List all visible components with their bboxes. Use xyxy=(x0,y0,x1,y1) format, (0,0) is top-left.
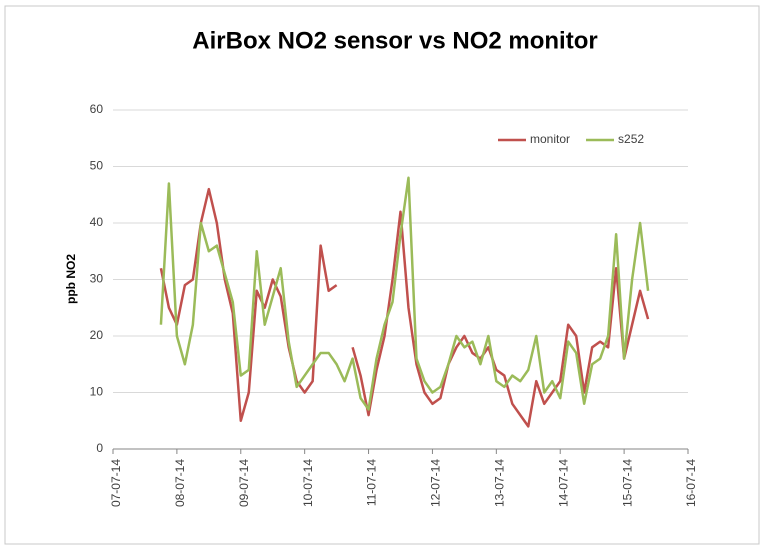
y-tick-label: 10 xyxy=(90,385,104,399)
legend-label: monitor xyxy=(530,132,570,146)
x-tick-label: 15-07-14 xyxy=(620,459,634,507)
x-tick-label: 09-07-14 xyxy=(237,459,251,507)
x-tick-label: 07-07-14 xyxy=(109,459,123,507)
legend-label: s252 xyxy=(618,132,644,146)
data-line xyxy=(159,176,650,411)
x-tick-label: 12-07-14 xyxy=(429,459,443,507)
y-tick-label: 40 xyxy=(90,215,104,229)
y-axis-label: ppb NO2 xyxy=(64,254,78,304)
y-tick-label: 20 xyxy=(90,328,104,342)
x-tick-label: 11-07-14 xyxy=(365,459,379,506)
chart-title: AirBox NO2 sensor vs NO2 monitor xyxy=(192,27,597,54)
x-tick-label: 08-07-14 xyxy=(173,459,187,507)
x-tick-label: 16-07-14 xyxy=(684,459,698,507)
x-tick-label: 14-07-14 xyxy=(556,459,570,507)
y-tick-label: 0 xyxy=(96,441,103,455)
y-tick-label: 60 xyxy=(90,102,104,116)
y-tick-label: 50 xyxy=(90,159,104,173)
y-tick-label: 30 xyxy=(90,272,104,286)
x-tick-label: 10-07-14 xyxy=(301,459,315,507)
x-tick-label: 13-07-14 xyxy=(493,459,507,507)
